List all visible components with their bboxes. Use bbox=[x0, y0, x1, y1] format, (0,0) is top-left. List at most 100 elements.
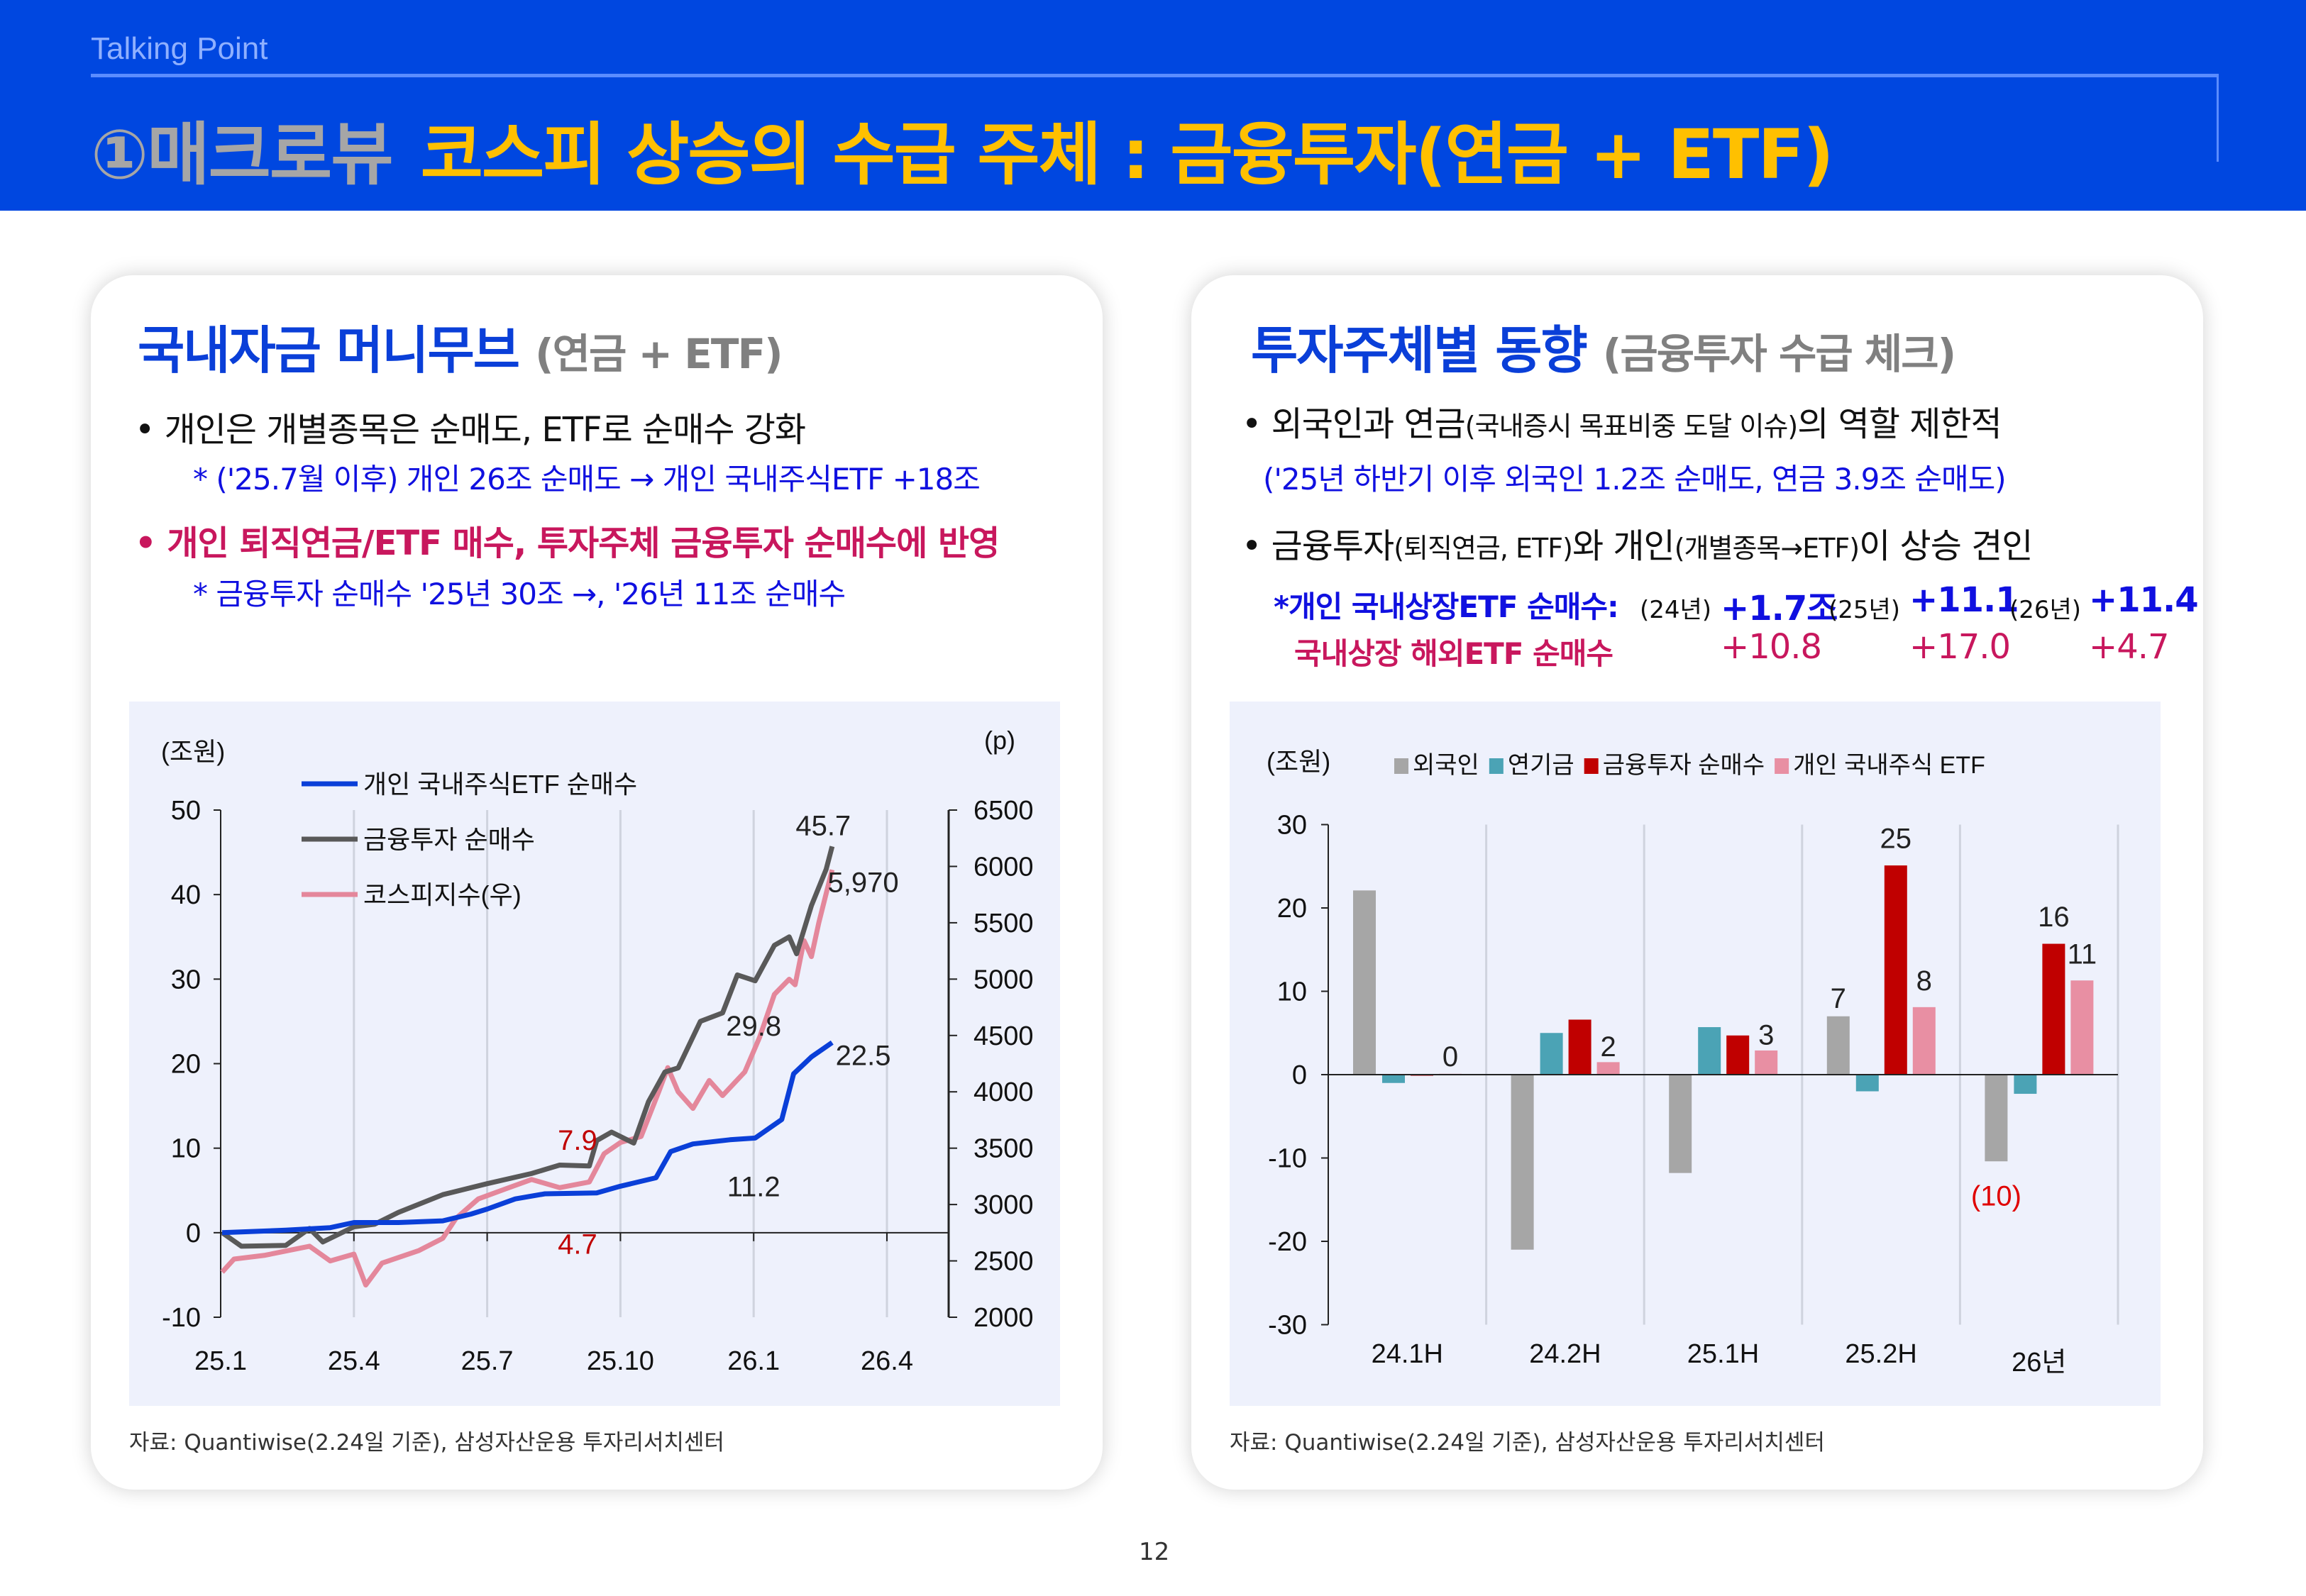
y2-tick-label: 6000 bbox=[973, 852, 1034, 882]
y-tick-label: -30 bbox=[1268, 1311, 1307, 1341]
bar-chart-panel: 30 20 10 0 -10 -20 -30 (조원) 24.1H 24.2H 25.1H 25.2H… bbox=[1230, 702, 2161, 1406]
data-label: 11 bbox=[2068, 939, 2097, 970]
left-heading: 국내자금 머니무브 (연금 + ETF) bbox=[138, 309, 783, 383]
bar-2-2 bbox=[1726, 1035, 1750, 1075]
right-bullet-2-c: 와 개인 bbox=[1572, 526, 1675, 566]
right-bullet-2-b: (퇴직연금, ETF) bbox=[1394, 533, 1573, 564]
right-note-1: ('25년 하반기 이후 외국인 1.2조 순매도, 연금 3.9조 순매도) bbox=[1263, 462, 2007, 497]
page-title: ①매크로뷰 코스피 상승의 수급 주체 : 금융투자(연금 + ETF) bbox=[91, 99, 1834, 198]
left-heading-sub: (연금 + ETF) bbox=[535, 330, 783, 378]
bar-0-1 bbox=[1511, 1075, 1534, 1250]
legend-label: 연기금 bbox=[1508, 752, 1574, 779]
y2-tick-label: 4500 bbox=[973, 1021, 1034, 1051]
right-heading: 투자주체별 동향 (금융투자 수급 체크) bbox=[1251, 309, 1956, 383]
section-number: ① bbox=[91, 115, 148, 194]
y-tick-label: 10 bbox=[171, 1134, 201, 1164]
data-label: 29.8 bbox=[726, 1011, 781, 1042]
bar-3-2 bbox=[1755, 1050, 1778, 1075]
legend-label: 코스피지수(우) bbox=[363, 880, 522, 909]
y-axis-unit: (조원) bbox=[161, 737, 225, 766]
etf-row2-v3: +4.7 bbox=[2089, 627, 2170, 667]
etf-row1-v2: +11.1 bbox=[1909, 580, 2019, 620]
etf-row1-y2: (25년) bbox=[1828, 596, 1901, 624]
bar-0-0 bbox=[1353, 890, 1376, 1075]
legend-swatch bbox=[1775, 758, 1789, 774]
y2-tick-label: 2000 bbox=[973, 1303, 1034, 1333]
x-tick-label: 25.4 bbox=[328, 1346, 380, 1376]
bar-1-1 bbox=[1540, 1033, 1563, 1075]
etf-row1-y3: (26년) bbox=[2009, 596, 2082, 624]
y-axis-unit: (조원) bbox=[1267, 747, 1330, 776]
y2-tick-label: 5500 bbox=[973, 909, 1034, 938]
y2-tick-label: 3500 bbox=[973, 1134, 1034, 1164]
data-label: 11.2 bbox=[727, 1171, 780, 1202]
bar-3-3 bbox=[1912, 1007, 1936, 1075]
y2-axis-unit: (p) bbox=[984, 726, 1015, 755]
bar-0-2 bbox=[1669, 1075, 1692, 1173]
left-source: 자료: Quantiwise(2.24일 기준), 삼성자산운용 투자리서치센터 bbox=[129, 1430, 724, 1456]
right-bullet-2-a: • 금융투자 bbox=[1242, 526, 1394, 566]
legend-swatch bbox=[1584, 758, 1599, 774]
legend-swatch bbox=[1489, 758, 1504, 774]
bar-2-1 bbox=[1568, 1019, 1591, 1075]
left-heading-main: 국내자금 머니무브 bbox=[138, 321, 520, 380]
right-bullet-2: • 금융투자(퇴직연금, ETF)와 개인(개별종목→ETF)이 상승 견인 bbox=[1242, 518, 2033, 567]
bar-1-2 bbox=[1698, 1027, 1721, 1075]
y-tick-label: -20 bbox=[1268, 1227, 1307, 1257]
series-line-2 bbox=[220, 869, 835, 1288]
header-bar bbox=[0, 0, 2306, 211]
right-bullet-1-end: 의 역할 제한적 bbox=[1797, 404, 2002, 444]
y-tick-label: 0 bbox=[186, 1219, 201, 1248]
bar-1-0 bbox=[1382, 1075, 1405, 1083]
x-tick-label: 25.2H bbox=[1845, 1339, 1916, 1369]
right-bullet-1: • 외국인과 연금(국내증시 목표비중 도달 이슈)의 역할 제한적 bbox=[1242, 396, 2002, 445]
y-tick-label: 20 bbox=[171, 1050, 201, 1080]
y-tick-label: 40 bbox=[171, 880, 201, 910]
x-tick-label: 25.1H bbox=[1687, 1339, 1759, 1369]
left-note-1: * ('25.7월 이후) 개인 26조 순매도 → 개인 국내주식ETF +1… bbox=[193, 462, 981, 497]
right-bullet-1-paren: (국내증시 목표비중 도달 이슈) bbox=[1464, 411, 1798, 442]
x-tick-label: 26.1 bbox=[727, 1346, 780, 1376]
data-label: 4.7 bbox=[558, 1229, 597, 1260]
etf-row1-y1: (24년) bbox=[1640, 596, 1712, 624]
x-tick-label: 25.1 bbox=[194, 1346, 247, 1376]
data-label: 16 bbox=[2038, 902, 2070, 933]
data-label: 3 bbox=[1758, 1020, 1774, 1051]
y2-tick-label: 6500 bbox=[973, 796, 1034, 826]
y2-tick-label: 4000 bbox=[973, 1077, 1034, 1107]
right-source: 자료: Quantiwise(2.24일 기준), 삼성자산운용 투자리서치센터 bbox=[1230, 1430, 1825, 1456]
y2-tick-label: 3000 bbox=[973, 1190, 1034, 1220]
legend-swatch bbox=[1394, 758, 1408, 774]
data-label: (10) bbox=[1971, 1180, 2021, 1212]
data-label: 7 bbox=[1831, 983, 1846, 1014]
left-bullet-1: • 개인은 개별종목은 순매도, ETF로 순매수 강화 bbox=[135, 410, 806, 450]
legend-label: 금융투자 순매수 bbox=[363, 825, 535, 854]
data-label: 5,970 bbox=[828, 867, 899, 898]
x-tick-label: 24.2H bbox=[1529, 1339, 1601, 1369]
etf-row2-label: 국내상장 해외ETF 순매수 bbox=[1294, 636, 1613, 671]
line-chart-panel: 25.1 25.4 25.7 25.10 26.1 26.4 50 40 30 20 10 0 -10 6… bbox=[129, 702, 1060, 1406]
x-tick-label: 26.4 bbox=[861, 1346, 913, 1376]
right-heading-main: 투자주체별 동향 bbox=[1251, 321, 1588, 380]
bar-0-4 bbox=[1985, 1075, 2008, 1162]
legend-label: 금융투자 순매수 bbox=[1603, 752, 1765, 779]
series-line-0 bbox=[221, 1040, 834, 1236]
header-divider-vertical bbox=[2217, 74, 2219, 162]
legend-label: 외국인 bbox=[1413, 752, 1479, 779]
etf-row2-v2: +17.0 bbox=[1909, 627, 2011, 667]
y-tick-label: 20 bbox=[1277, 894, 1307, 924]
left-bullet-2: • 개인 퇴직연금/ETF 매수, 투자주체 금융투자 순매수에 반영 bbox=[135, 523, 1000, 563]
right-bullet-1-main: • 외국인과 연금 bbox=[1242, 404, 1466, 444]
x-tick-label: 26년 bbox=[2012, 1348, 2066, 1378]
right-heading-sub: (금융투자 수급 체크) bbox=[1602, 330, 1956, 378]
bar-2-3 bbox=[1884, 865, 1907, 1075]
right-bullet-2-e: 이 상승 견인 bbox=[1859, 526, 2033, 566]
bar-1-3 bbox=[1855, 1075, 1879, 1092]
data-label: 45.7 bbox=[795, 810, 851, 841]
data-label: 22.5 bbox=[836, 1041, 891, 1072]
legend-label: 개인 국내주식ETF 순매수 bbox=[363, 770, 637, 799]
etf-row2-v1: +10.8 bbox=[1721, 627, 1822, 667]
etf-row1-v1: +1.7조 bbox=[1721, 589, 1838, 628]
etf-row1-label: *개인 국내상장ETF 순매수: bbox=[1274, 589, 1619, 624]
